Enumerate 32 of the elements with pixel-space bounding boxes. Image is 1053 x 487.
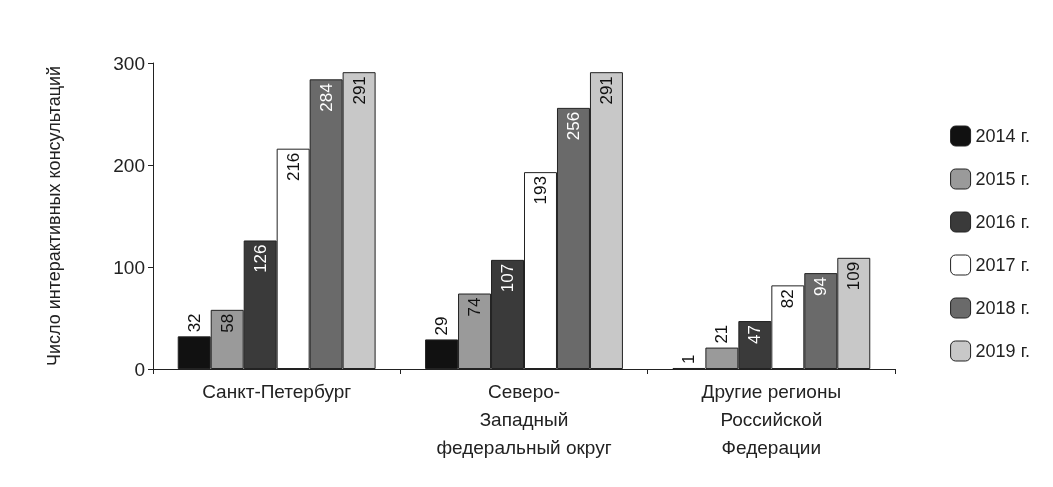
data-label: 109 (844, 261, 864, 291)
data-label: 216 (283, 152, 303, 182)
data-label: 82 (778, 289, 798, 309)
data-label: 126 (250, 244, 270, 273)
legend-label: 2018 г. (975, 298, 1031, 318)
data-label: 256 (563, 111, 583, 141)
data-label: 47 (745, 325, 765, 344)
data-label: 94 (811, 277, 831, 297)
x-tick-label: Северо- Западный федеральный округ (436, 380, 612, 458)
data-label: 291 (596, 76, 616, 105)
data-label: 74 (465, 297, 485, 317)
data-label: 21 (712, 324, 732, 344)
data-label: 107 (498, 263, 518, 293)
y-tick-label: 100 (113, 256, 145, 278)
data-label: 1 (679, 354, 699, 364)
data-label: 32 (184, 313, 204, 333)
x-tick-label: Санкт-Петербург (202, 380, 352, 402)
data-label: 29 (432, 316, 452, 336)
y-axis-title: Число интерактивных консультаций (44, 65, 64, 367)
y-tick-label: 300 (113, 52, 145, 74)
y-tick-label: 0 (134, 358, 145, 380)
legend-label: 2014 г. (975, 126, 1031, 146)
legend-label: 2019 г. (975, 341, 1031, 361)
legend-label: 2015 г. (975, 169, 1031, 189)
legend-label: 2017 г. (975, 255, 1031, 275)
data-label: 58 (217, 313, 237, 333)
y-tick-label: 200 (113, 154, 145, 176)
data-label: 284 (316, 83, 336, 112)
legend-label: 2016 г. (975, 212, 1031, 232)
data-label: 291 (349, 76, 369, 105)
data-label: 193 (530, 176, 550, 205)
x-tick-label: Другие регионы Российской Федерации (701, 380, 842, 458)
